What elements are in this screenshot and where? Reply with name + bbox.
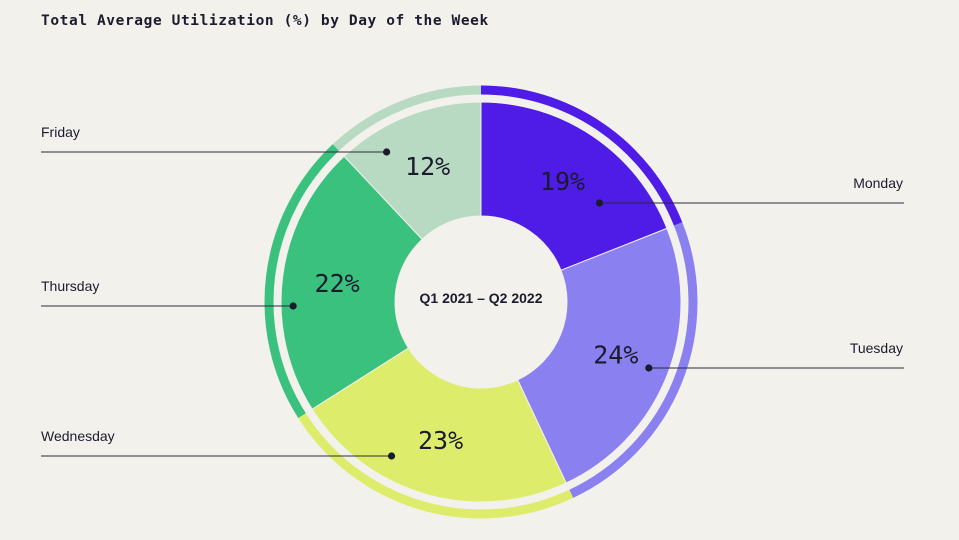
leader-dot-thursday — [289, 302, 297, 310]
ring-arc-tuesday — [569, 222, 698, 498]
leader-lines — [41, 148, 904, 460]
slice-tuesday — [516, 227, 682, 484]
slice-friday — [343, 101, 482, 241]
center-label: Q1 2021 – Q2 2022 — [420, 290, 543, 306]
slice-wednesday — [311, 347, 567, 503]
slice-monday — [480, 101, 668, 271]
day-label-tuesday: Tuesday — [850, 340, 903, 356]
value-label-wednesday: 23% — [418, 426, 463, 455]
value-label-monday: 19% — [540, 167, 585, 196]
value-label-thursday: 22% — [315, 269, 360, 298]
ring-arc-friday — [332, 85, 482, 151]
day-labels: Monday Tuesday Wednesday Thursday Friday — [41, 124, 903, 444]
outer-rings — [264, 85, 698, 519]
day-label-monday: Monday — [853, 175, 903, 191]
value-label-friday: 12% — [405, 152, 450, 181]
day-label-friday: Friday — [41, 124, 80, 140]
value-labels: 19% 24% 23% 22% 12% — [315, 152, 639, 455]
ring-arc-thursday — [264, 144, 339, 419]
chart-title: Total Average Utilization (%) by Day of … — [41, 13, 489, 29]
day-label-thursday: Thursday — [41, 278, 99, 294]
leader-dot-wednesday — [387, 452, 396, 460]
leader-dot-monday — [595, 199, 604, 207]
ring-arc-monday — [480, 85, 683, 226]
leader-dot-tuesday — [645, 364, 653, 372]
slice-thursday — [280, 155, 423, 410]
ring-arc-wednesday — [298, 413, 574, 519]
leader-dot-friday — [383, 148, 391, 156]
value-label-tuesday: 24% — [593, 340, 638, 369]
day-label-wednesday: Wednesday — [41, 428, 115, 444]
donut-slices — [280, 101, 682, 503]
